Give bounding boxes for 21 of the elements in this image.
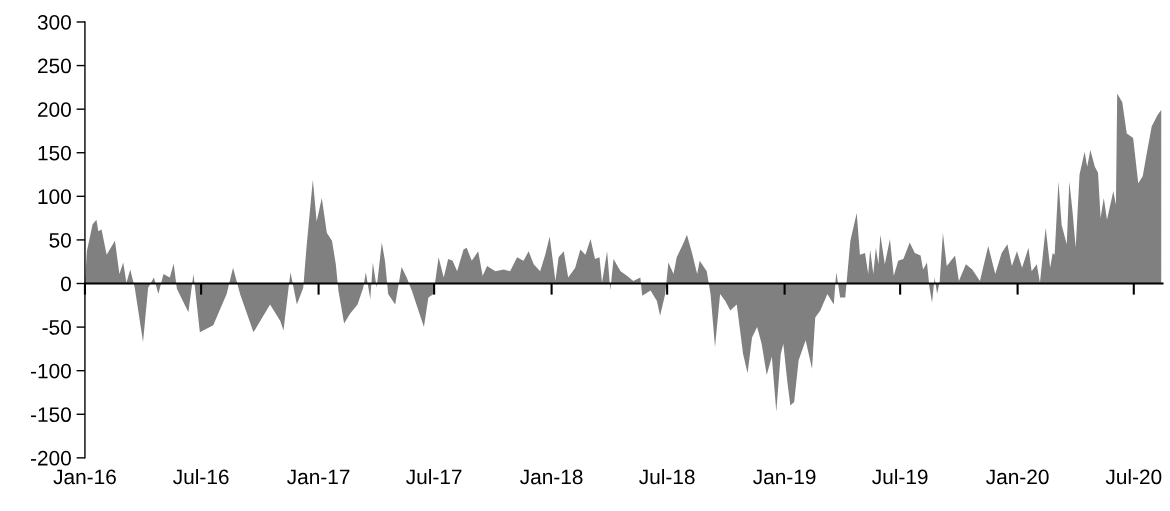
y-tick-label: 300 — [37, 14, 71, 30]
y-tick-label: 50 — [49, 232, 71, 248]
x-tick-label: Jan-16 — [53, 469, 116, 485]
y-tick-label: 100 — [38, 189, 71, 205]
y-tick-label: -150 — [30, 407, 71, 423]
y-tick-label: 150 — [38, 145, 71, 161]
y-tick-label: 250 — [38, 58, 71, 74]
x-tick-label: Jul-16 — [173, 468, 229, 485]
x-tick-label: Jan-20 — [986, 469, 1049, 485]
x-tick-label: Jan-19 — [753, 469, 816, 485]
x-tick-label: Jul-18 — [639, 468, 695, 485]
x-tick-label: Jan-17 — [287, 469, 350, 485]
x-tick-label: Jan-18 — [520, 469, 583, 485]
x-tick-label: Jul-19 — [872, 468, 928, 485]
y-tick-label: -100 — [30, 363, 71, 379]
y-tick-label: -200 — [30, 450, 71, 466]
x-tick-label: Jul-17 — [406, 468, 462, 485]
y-tick-label: -50 — [42, 320, 71, 335]
y-tick-label: 200 — [38, 102, 71, 117]
x-tick-label: Jul-20 — [1105, 468, 1162, 485]
y-tick-label: 0 — [60, 276, 71, 292]
